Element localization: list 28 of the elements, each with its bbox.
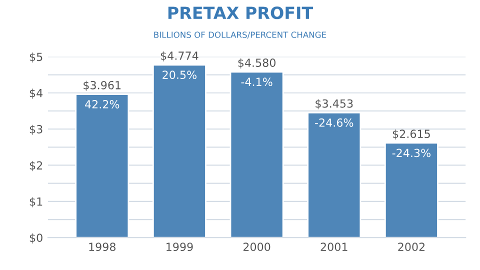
bar [384,142,438,238]
bar [307,112,362,238]
y-tick-label: $3 [30,124,42,135]
annotation: 42.2% [85,100,120,108]
data-label: $4.774 [160,51,198,62]
y-tick-label: $1 [30,197,42,208]
annotation: -4.1% [241,78,272,86]
data-label: $3.961 [84,80,121,91]
x-tick-label: 2001 [320,242,348,252]
data-label: $4.580 [238,58,276,68]
y-tick-label: $0 [30,233,42,244]
y-tick-label: $4 [30,88,43,99]
y-tick-label: $2 [30,161,42,172]
x-tick-label: 1998 [89,242,116,252]
bar [75,94,130,238]
x-tick-label: 1999 [166,242,193,252]
y-tick-label: $5 [30,52,42,63]
chart-title: PRETAX PROFIT [168,6,314,20]
bar [152,64,206,238]
chart-subtitle: BILLIONS OF DOLLARS/PERCENT CHANGE [154,32,326,39]
x-tick-label: 2000 [243,242,270,252]
annotation: -24.6% [315,118,354,127]
annotation: -24.3% [392,148,431,158]
annotation: 20.5% [162,70,196,80]
data-label: $2.615 [392,129,430,140]
x-tick-label: 2002 [398,242,424,252]
data-label: $3.453 [316,99,353,110]
bar [230,71,284,238]
